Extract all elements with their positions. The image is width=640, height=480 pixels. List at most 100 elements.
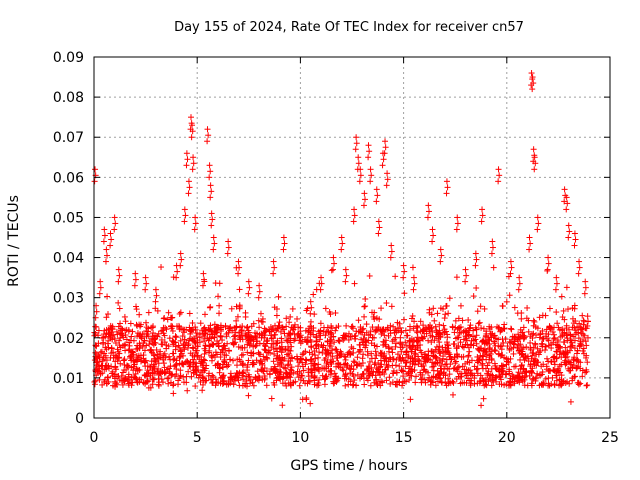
data-point — [201, 324, 208, 331]
data-point — [302, 348, 309, 355]
data-point — [240, 376, 247, 383]
data-point — [201, 311, 208, 318]
data-point — [371, 309, 378, 316]
data-point — [556, 351, 563, 358]
data-point — [566, 326, 573, 333]
data-point — [287, 358, 294, 365]
data-point — [456, 330, 463, 337]
data-point — [362, 295, 369, 302]
data-point — [382, 366, 389, 373]
data-point — [97, 349, 104, 356]
data-point — [165, 343, 172, 350]
data-point — [228, 305, 235, 312]
data-point — [322, 305, 329, 312]
data-point — [388, 303, 395, 310]
data-point — [148, 346, 155, 353]
data-point — [406, 376, 413, 383]
data-point — [136, 311, 143, 318]
data-point — [273, 312, 280, 319]
data-point — [523, 315, 530, 322]
data-point — [159, 341, 166, 348]
data-point — [154, 368, 161, 375]
data-point — [279, 324, 286, 331]
data-point — [484, 372, 491, 379]
x-tick-label: 25 — [601, 430, 619, 446]
data-point — [553, 377, 560, 384]
data-point — [550, 339, 557, 346]
data-point — [338, 351, 345, 358]
data-point — [373, 380, 380, 387]
y-tick-label: 0 — [75, 411, 84, 427]
data-point — [93, 362, 100, 369]
data-point — [345, 330, 352, 337]
data-point — [195, 374, 202, 381]
data-point — [152, 358, 159, 365]
data-point — [584, 382, 591, 389]
data-point — [398, 348, 405, 355]
data-point — [457, 324, 464, 331]
data-point — [417, 318, 424, 325]
data-point — [546, 382, 553, 389]
data-point — [360, 351, 367, 358]
data-point — [283, 315, 290, 322]
data-point — [258, 318, 265, 325]
data-point — [158, 264, 165, 271]
data-point — [533, 332, 540, 339]
data-point — [147, 384, 154, 391]
data-point — [551, 382, 558, 389]
data-point — [550, 335, 557, 342]
data-point — [211, 333, 218, 340]
data-point — [276, 354, 283, 361]
data-point — [254, 368, 261, 375]
data-point — [216, 310, 223, 317]
data-point — [226, 348, 233, 355]
data-point — [322, 346, 329, 353]
data-point — [103, 357, 110, 364]
data-point — [363, 321, 370, 328]
data-point — [550, 324, 557, 331]
data-point — [438, 369, 445, 376]
data-point — [219, 364, 226, 371]
data-point — [493, 366, 500, 373]
data-point — [314, 364, 321, 371]
y-tick-label: 0.01 — [53, 371, 84, 387]
data-point — [313, 345, 320, 352]
data-point — [150, 351, 157, 358]
data-point — [342, 371, 349, 378]
data-point — [230, 340, 237, 347]
data-point — [150, 362, 157, 369]
data-point — [133, 376, 140, 383]
data-point — [377, 349, 384, 356]
data-point — [189, 320, 196, 327]
data-point — [392, 273, 399, 280]
data-point — [212, 349, 219, 356]
data-point — [116, 350, 123, 357]
data-point — [197, 320, 204, 327]
data-point — [305, 365, 312, 372]
data-point — [527, 363, 534, 370]
data-point — [215, 293, 222, 300]
data-point — [342, 382, 349, 389]
data-point — [134, 379, 141, 386]
data-point — [186, 363, 193, 370]
data-point — [431, 337, 438, 344]
data-point — [191, 338, 198, 345]
data-point — [310, 291, 317, 298]
data-point — [519, 370, 526, 377]
data-point — [119, 381, 126, 388]
data-point — [155, 360, 162, 367]
data-point — [450, 391, 457, 398]
data-point — [169, 327, 176, 334]
data-point — [563, 322, 570, 329]
data-point — [451, 365, 458, 372]
data-point — [446, 295, 453, 302]
data-point — [445, 310, 452, 317]
data-point — [553, 309, 560, 316]
data-point — [566, 380, 573, 387]
data-point — [113, 366, 120, 373]
data-point — [498, 346, 505, 353]
data-point — [361, 381, 368, 388]
data-point — [458, 354, 465, 361]
data-point — [488, 382, 495, 389]
